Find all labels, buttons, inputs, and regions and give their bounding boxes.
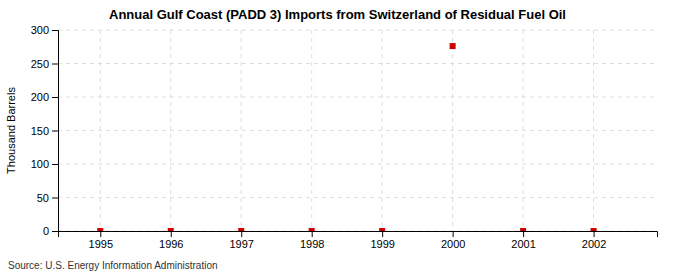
tick-mark [52,164,58,165]
tick-label: 0 [43,225,49,237]
point [450,43,456,49]
tick-label: 1999 [370,238,394,250]
tick-mark [312,231,313,237]
tick-label: 2002 [582,238,606,250]
grid [58,30,657,231]
tick: 1997 [229,231,253,250]
tick-mark [52,231,58,232]
tick: 1995 [89,231,113,250]
tick-mark [52,64,58,65]
tick: 300 [31,24,58,36]
tick-label: 250 [31,58,49,70]
y-axis: 0 50 100 150 200 250 300 [31,24,59,237]
tick-label: 150 [31,125,49,137]
grid-line [58,164,657,165]
tick-mark [171,231,172,237]
grid-line [311,30,312,231]
grid-line [170,30,171,231]
point [238,228,244,231]
tick: 1999 [370,231,394,250]
tick-label: 1996 [159,238,183,250]
tick-mark [52,198,58,199]
tick: 0 [43,225,58,237]
tick: 100 [31,158,58,170]
point [309,228,315,231]
grid-line [58,130,657,131]
tick-mark [594,231,595,237]
tick-label: 1997 [229,238,253,250]
tick: 250 [31,58,58,70]
tick: 1998 [300,231,324,250]
point [591,228,597,231]
tick: 2001 [511,231,535,250]
y-axis-title: Thousand Barrels [5,87,17,174]
grid-line [523,30,524,231]
grid-line [593,30,594,231]
tick-label: 100 [31,158,49,170]
x-axis: 1995 1996 1997 1998 1999 2000 2001 2002 [59,231,658,250]
tick-label: 300 [31,24,49,36]
points [97,43,596,231]
tick-mark [52,131,58,132]
source: Source: U.S. Energy Information Administ… [8,260,218,271]
tick: 50 [37,192,58,204]
tick-mark [453,231,454,237]
point [520,228,526,231]
tick-label: 50 [37,192,49,204]
chart: 1995 1996 1997 1998 1999 2000 2001 2002 0 50 100 15… [0,0,675,275]
title: Annual Gulf Coast (PADD 3) Imports from … [109,7,566,22]
tick-mark [382,231,383,237]
tick-mark [241,231,242,237]
tick: 1996 [159,231,183,250]
tick: 150 [31,125,58,137]
point [97,228,103,231]
tick-mark [523,231,524,237]
grid-line [100,30,101,231]
tick-label: 2001 [511,238,535,250]
tick: 2000 [441,231,465,250]
tick: 2002 [582,231,606,250]
tick: 200 [31,91,58,103]
grid-line [241,30,242,231]
tick-label: 1998 [300,238,324,250]
tick-mark [100,231,101,237]
point [168,228,174,231]
tick-mark [52,30,58,31]
grid-line [58,30,657,31]
tick-mark [52,97,58,98]
grid-line [452,30,453,231]
grid-line [382,30,383,231]
grid-line [58,197,657,198]
tick-label: 1995 [89,238,113,250]
axis-line [52,31,59,232]
grid-line [58,63,657,64]
plot: 1995 1996 1997 1998 1999 2000 2001 2002 0 50 100 15… [31,24,658,250]
grid-line [58,97,657,98]
tick-label: 2000 [441,238,465,250]
axis-line [59,232,658,238]
point [379,228,385,231]
tick-label: 200 [31,91,49,103]
